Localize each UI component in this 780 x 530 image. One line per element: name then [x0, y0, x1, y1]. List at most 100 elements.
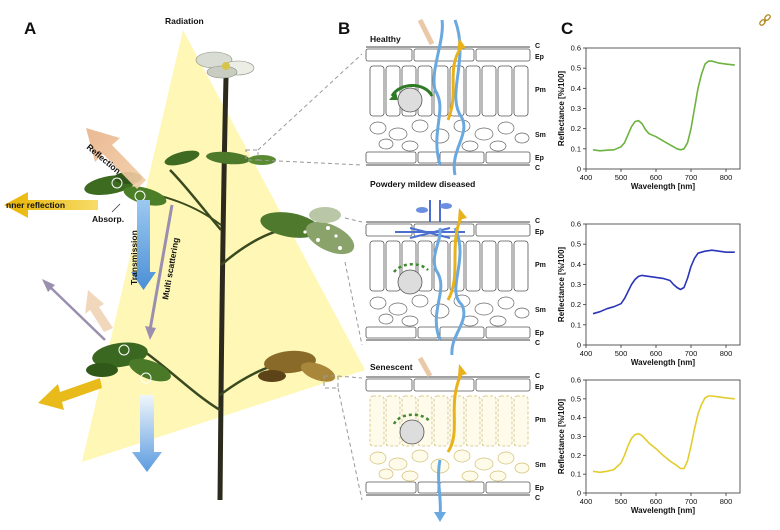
link-icon[interactable]	[758, 14, 772, 28]
multi-scattering-line	[148, 204, 174, 331]
reflection-arrow-b3	[417, 356, 433, 378]
transmission-path	[432, 19, 444, 166]
multi-scattering-arrowhead	[145, 326, 156, 340]
transmission-arrowhead	[434, 512, 446, 522]
palisade-mesophyll	[369, 65, 529, 117]
y-tick-label: 0.3	[571, 280, 581, 289]
absorption-pointer	[111, 203, 121, 213]
y-tick-label: 0.2	[571, 451, 581, 460]
inner-reflection-arrowhead	[458, 364, 467, 376]
y-axis-label: Reflectance [%/100]	[557, 247, 566, 322]
epidermis-top	[365, 48, 531, 62]
y-tick-label: 0.3	[571, 104, 581, 113]
x-tick-label: 400	[580, 497, 593, 506]
absorption-arrow-weak	[393, 263, 429, 273]
main-stem	[217, 77, 229, 501]
y-tick-label: 0	[577, 165, 581, 174]
layer-label-sm: Sm	[535, 307, 546, 314]
epidermis-bottom	[365, 151, 531, 164]
x-tick-label: 600	[650, 497, 663, 506]
y-tick-label: 0	[577, 489, 581, 498]
y-tick-label: 0.2	[571, 124, 581, 133]
transmission-path	[437, 459, 442, 516]
y-tick-label: 0.6	[571, 44, 581, 53]
x-tick-label: 600	[650, 173, 663, 182]
inner-reflection-label: nner reflection	[6, 200, 65, 210]
layer-label-c: C	[535, 495, 540, 502]
x-axis-label: Wavelength [nm]	[631, 182, 695, 191]
inner-reflection-path	[446, 371, 464, 453]
x-tick-label: 500	[615, 173, 628, 182]
absorption-arrow	[390, 84, 434, 97]
leaf-lower-left	[86, 342, 171, 384]
transmission-arrow	[131, 200, 156, 290]
leaf-diseased	[260, 207, 355, 260]
layer-label-ep: Ep	[535, 485, 544, 492]
layer-label-pm: Pm	[535, 87, 546, 94]
x-tick-label: 400	[580, 349, 593, 358]
chloroplast-cluster	[399, 419, 425, 445]
x-tick-label: 500	[615, 497, 628, 506]
transmission-label: Transmission	[129, 230, 139, 285]
panel-label-c: C	[561, 19, 573, 38]
layer-label-c: C	[535, 43, 540, 50]
layer-label-sm: Sm	[535, 132, 546, 139]
layer-label-c: C	[535, 165, 540, 172]
layer-label-c: C	[535, 218, 540, 225]
layer-label-c: C	[535, 340, 540, 347]
section-diseased: Powdery mildew diseased	[365, 179, 546, 356]
section-healthy: Healthy C Ep Pm Sm E	[365, 18, 546, 176]
y-tick-label: 0	[577, 341, 581, 350]
layer-label-ep: Ep	[535, 330, 544, 337]
scatter-arrowhead-up	[42, 279, 55, 292]
y-tick-label: 0.1	[571, 320, 581, 329]
spongy-mesophyll	[369, 294, 530, 327]
y-tick-label: 0.2	[571, 300, 581, 309]
section-title: Powdery mildew diseased	[370, 179, 475, 189]
y-axis-label: Reflectance [%/100]	[557, 71, 566, 146]
transmission-path-2	[450, 227, 466, 356]
layer-label-sm: Sm	[535, 462, 546, 469]
epidermis-bottom	[365, 481, 531, 494]
reflectance-charts: 0 0.1 0.2 0.3 0.4 0.5 0.6 400 500 600 700 800 Wavele…	[557, 44, 741, 515]
reflectance-chart: 0 0.1 0.2 0.3 0.4 0.5 0.6 400 500 600 700 800 Wavele…	[557, 376, 741, 515]
layer-label-pm: Pm	[535, 262, 546, 269]
x-tick-label: 400	[580, 173, 593, 182]
zoom-connectors	[245, 53, 363, 501]
y-tick-label: 0.4	[571, 84, 581, 93]
absorption-arrow-weak	[392, 413, 432, 425]
absorption-label: Absorp.	[92, 214, 124, 224]
flower	[195, 51, 255, 79]
chloroplast-cluster	[397, 87, 423, 113]
inner-reflection-arrowhead	[458, 208, 467, 220]
layer-label-c: C	[535, 373, 540, 380]
y-axis-label: Reflectance [%/100]	[557, 399, 566, 474]
transmission-path	[432, 227, 443, 341]
branch-left-upper	[169, 169, 222, 231]
epidermis-top	[365, 223, 531, 237]
transmission-arrow-lower	[132, 395, 162, 472]
y-tick-label: 0.3	[571, 432, 581, 441]
scatter-arrow-up	[47, 284, 106, 341]
inner-reflection-arrowhead	[457, 38, 466, 50]
y-tick-label: 0.1	[571, 144, 581, 153]
x-axis-label: Wavelength [nm]	[631, 358, 695, 367]
reflectance-series-line	[592, 395, 735, 474]
layer-label-ep: Ep	[535, 155, 544, 162]
y-tick-label: 0.4	[571, 413, 581, 422]
layer-label-pm: Pm	[535, 417, 546, 424]
reflection-arrow-lower	[85, 290, 113, 332]
reflectance-chart: 0 0.1 0.2 0.3 0.4 0.5 0.6 400 500 600 700 800 Wavele…	[557, 220, 741, 367]
inner-reflection-arrow-lower	[38, 378, 102, 410]
x-tick-label: 600	[650, 349, 663, 358]
inner-reflection-path	[446, 214, 464, 301]
x-tick-label: 800	[720, 173, 733, 182]
leaf-senescent	[258, 350, 336, 382]
section-senescent: Senescent C Ep Pm Sm Ep	[365, 356, 546, 522]
branch-left-lower	[144, 350, 221, 412]
reflection-arrow	[86, 128, 146, 189]
palisade-mesophyll	[369, 240, 529, 292]
layer-label-ep: Ep	[535, 54, 544, 61]
palisade-mesophyll	[369, 395, 529, 447]
x-axis-label: Wavelength [nm]	[631, 506, 695, 515]
